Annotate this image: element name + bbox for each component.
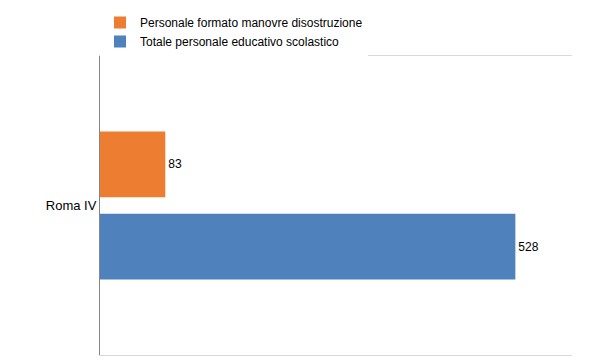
svg-text:Totale personale educativo sco: Totale personale educativo scolastico — [140, 35, 339, 49]
svg-text:Personale formato manovre diso: Personale formato manovre disostruzione — [140, 16, 362, 30]
svg-text:83: 83 — [168, 157, 182, 171]
svg-text:Roma IV: Roma IV — [46, 198, 97, 213]
svg-text:528: 528 — [518, 240, 538, 254]
